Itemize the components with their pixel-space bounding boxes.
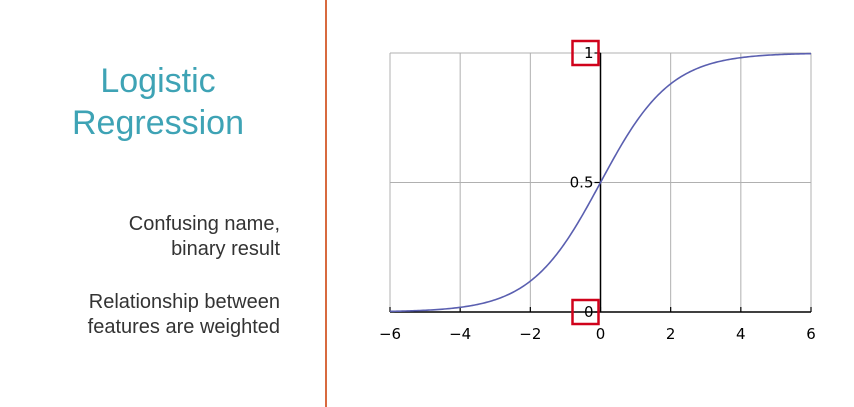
y-tick-highlight-box [571, 39, 600, 67]
bullet-2-line-1: Relationship between [88, 291, 280, 313]
slide-text-panel: Logistic Regression Confusing name, bina… [0, 0, 326, 407]
bullet-1-line-2: binary result [171, 238, 280, 260]
curve-data-point [810, 53, 812, 55]
bullet-confusing-name: Confusing name, binary result [0, 212, 280, 262]
curve-data-point [459, 307, 461, 309]
x-tick-label: −6 [379, 325, 401, 343]
curve-data-point [530, 280, 532, 282]
curve-data-point [565, 242, 567, 244]
curve-data-point [740, 57, 742, 59]
x-tick-label: −4 [449, 325, 471, 343]
slide-title-line-1: Logistic [100, 62, 216, 100]
bullet-2-line-2: features are weighted [87, 316, 280, 338]
chart-highlights [571, 39, 600, 326]
y-tick-label: 1 [584, 44, 594, 62]
x-tick-label: 0 [596, 325, 606, 343]
x-tick-label: 6 [806, 325, 816, 343]
curve-data-point [494, 299, 496, 301]
y-tick-label: 0 [584, 303, 594, 321]
curve-data-point [705, 64, 707, 66]
bullet-1-line-1: Confusing name, [128, 213, 280, 235]
slide-title: Logistic Regression [40, 60, 276, 144]
x-tick-label: 2 [666, 325, 676, 343]
sigmoid-curve [389, 52, 812, 313]
section-divider [325, 0, 327, 407]
curve-data-point [600, 182, 602, 184]
y-tick-label: 0.5 [570, 174, 594, 192]
curve-data-point [670, 83, 672, 85]
curve-data-point [775, 54, 777, 56]
chart-curve-layer [389, 52, 812, 313]
curve-data-point [635, 122, 637, 124]
chart-tick-labels: −6 −4 −2 0 2 4 6 0 0.5 1 [379, 44, 816, 343]
x-tick-label: −2 [519, 325, 541, 343]
bullet-relationship: Relationship between features are weight… [0, 290, 280, 340]
curve-data-point [389, 311, 391, 313]
y-tick-highlight-box [571, 298, 600, 326]
slide-title-line-2: Regression [72, 104, 244, 142]
curve-data-point [424, 309, 426, 311]
x-tick-label: 4 [736, 325, 746, 343]
